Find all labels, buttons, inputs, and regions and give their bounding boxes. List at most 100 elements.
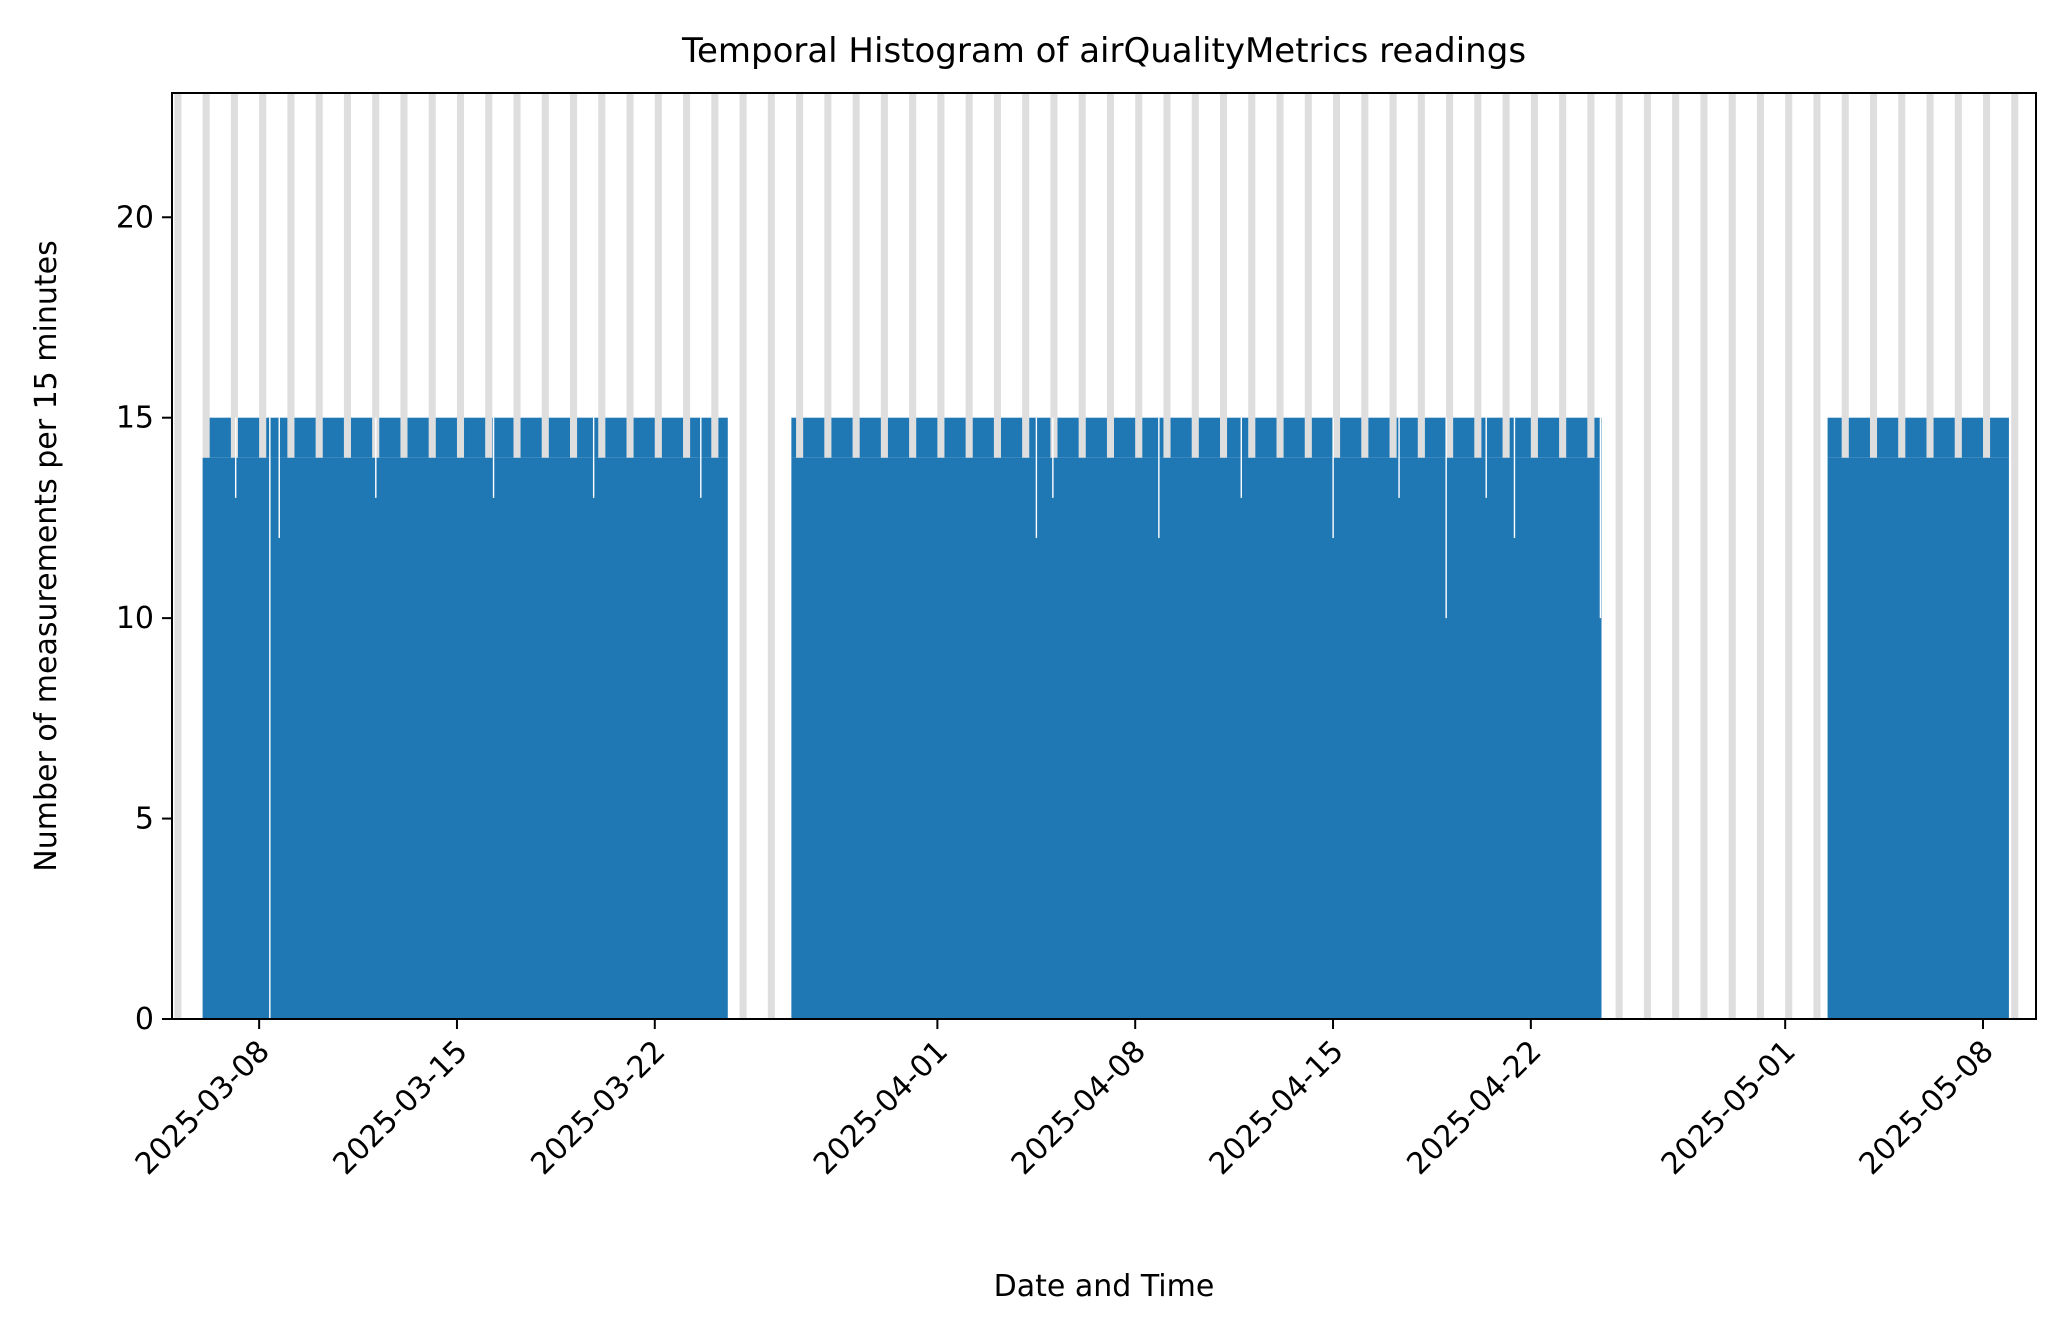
bar-peak xyxy=(605,417,627,458)
night-band xyxy=(1700,93,1708,1019)
bar-dip xyxy=(375,417,377,498)
bar-peak xyxy=(831,417,853,458)
night-band xyxy=(739,93,747,1019)
y-tick-label: 0 xyxy=(135,1002,154,1037)
bar-peak xyxy=(1170,417,1192,458)
x-tick-label: 2025-03-22 xyxy=(524,1034,672,1182)
bar-peak xyxy=(350,417,373,458)
x-tick-label: 2025-04-15 xyxy=(1203,1034,1351,1182)
bar-peak xyxy=(1827,417,1842,458)
bar-dip xyxy=(1398,417,1400,498)
bar-peak xyxy=(916,417,938,458)
bar-dip xyxy=(278,417,280,538)
bar-peak xyxy=(577,417,599,458)
y-tick-label: 20 xyxy=(116,200,154,235)
bar-segment xyxy=(202,457,728,1020)
bar-dip xyxy=(234,417,237,498)
bar-peak xyxy=(1848,417,1870,458)
bar-peak xyxy=(548,417,570,458)
y-tick-label: 5 xyxy=(135,802,154,837)
bar-peak xyxy=(1566,417,1588,458)
y-axis-ticks: 0 5 10 15 20 xyxy=(116,200,172,1037)
bar-peak xyxy=(859,417,881,458)
bar-peak xyxy=(1255,417,1277,458)
chart-title: Temporal Histogram of airQualityMetrics … xyxy=(681,31,1526,71)
bar-peak xyxy=(1340,417,1362,458)
night-band xyxy=(174,93,182,1019)
bar-dip xyxy=(700,417,702,498)
bar-dip xyxy=(1485,417,1487,498)
bar-peak xyxy=(1283,417,1305,458)
bar-peak xyxy=(1537,417,1560,458)
bar-peak xyxy=(1142,417,1164,458)
bar-dip xyxy=(1445,417,1447,619)
bar-peak xyxy=(294,417,316,458)
bar-peak xyxy=(1396,417,1418,458)
night-band xyxy=(1813,93,1821,1019)
x-tick-label: 2025-05-08 xyxy=(1853,1034,2001,1182)
bar-dip xyxy=(592,417,595,498)
bar-peak xyxy=(1085,417,1107,458)
bar-peak xyxy=(1509,417,1531,458)
night-band xyxy=(767,93,775,1019)
bar-peak xyxy=(1453,417,1475,458)
night-band xyxy=(1756,93,1764,1019)
bar-peak xyxy=(1481,417,1503,458)
bar-peak xyxy=(1114,417,1136,458)
night-band xyxy=(1643,93,1651,1019)
bar-peak xyxy=(1594,417,1602,458)
bar-dip xyxy=(492,417,495,498)
night-band xyxy=(1785,93,1793,1019)
bar-peak xyxy=(1877,417,1899,458)
bar-peak xyxy=(1424,417,1447,458)
bar-peak xyxy=(661,417,684,458)
y-tick-label: 10 xyxy=(116,601,154,636)
bar-dip xyxy=(1035,417,1038,538)
bar-segment xyxy=(1827,457,2009,1020)
bar-peak xyxy=(633,417,655,458)
bar-peak xyxy=(791,417,797,458)
histogram-bars xyxy=(202,417,2009,1020)
bar-peak xyxy=(492,417,514,458)
bar-peak xyxy=(520,417,542,458)
bar-peak xyxy=(1000,417,1023,458)
night-band xyxy=(1728,93,1736,1019)
x-tick-label: 2025-05-01 xyxy=(1655,1034,1803,1182)
bar-peak xyxy=(1990,417,2009,458)
plot-frame xyxy=(171,92,2037,1020)
bar-peak xyxy=(1057,417,1079,458)
bar-dip xyxy=(1332,417,1334,538)
y-tick-label: 15 xyxy=(116,401,154,436)
bar-peak xyxy=(407,417,429,458)
x-tick-label: 2025-04-22 xyxy=(1400,1034,1548,1182)
bar-peak xyxy=(464,417,486,458)
night-band xyxy=(1672,93,1680,1019)
night-band xyxy=(1615,93,1623,1019)
bar-dip xyxy=(1599,417,1602,619)
bar-segment xyxy=(791,457,1602,1020)
bar-peak xyxy=(887,417,910,458)
bar-peak xyxy=(237,417,260,458)
bar-dip xyxy=(1240,417,1242,498)
bar-peak xyxy=(718,417,728,458)
x-axis-ticks: 2025-03-08 2025-03-15 2025-03-22 2025-04-01… xyxy=(129,1019,2001,1182)
bar-peak xyxy=(944,417,966,458)
y-axis-label: Number of measurements per 15 minutes xyxy=(29,240,64,871)
x-axis-label: Date and Time xyxy=(994,1269,1215,1304)
bar-dip xyxy=(269,417,271,1019)
bar-peak xyxy=(1311,417,1334,458)
x-tick-label: 2025-03-15 xyxy=(327,1034,475,1182)
bar-dip xyxy=(1052,417,1054,498)
bar-peak xyxy=(209,417,231,458)
bar-peak xyxy=(322,417,344,458)
bar-peak xyxy=(1933,417,1955,458)
bar-peak xyxy=(1368,417,1390,458)
bar-peak xyxy=(379,417,401,458)
bar-peak xyxy=(1961,417,1984,458)
bar-peak xyxy=(1905,417,1927,458)
bar-peak xyxy=(803,417,825,458)
x-tick-label: 2025-04-08 xyxy=(1005,1034,1153,1182)
bar-peak xyxy=(266,417,288,458)
bar-peak xyxy=(1227,417,1249,458)
